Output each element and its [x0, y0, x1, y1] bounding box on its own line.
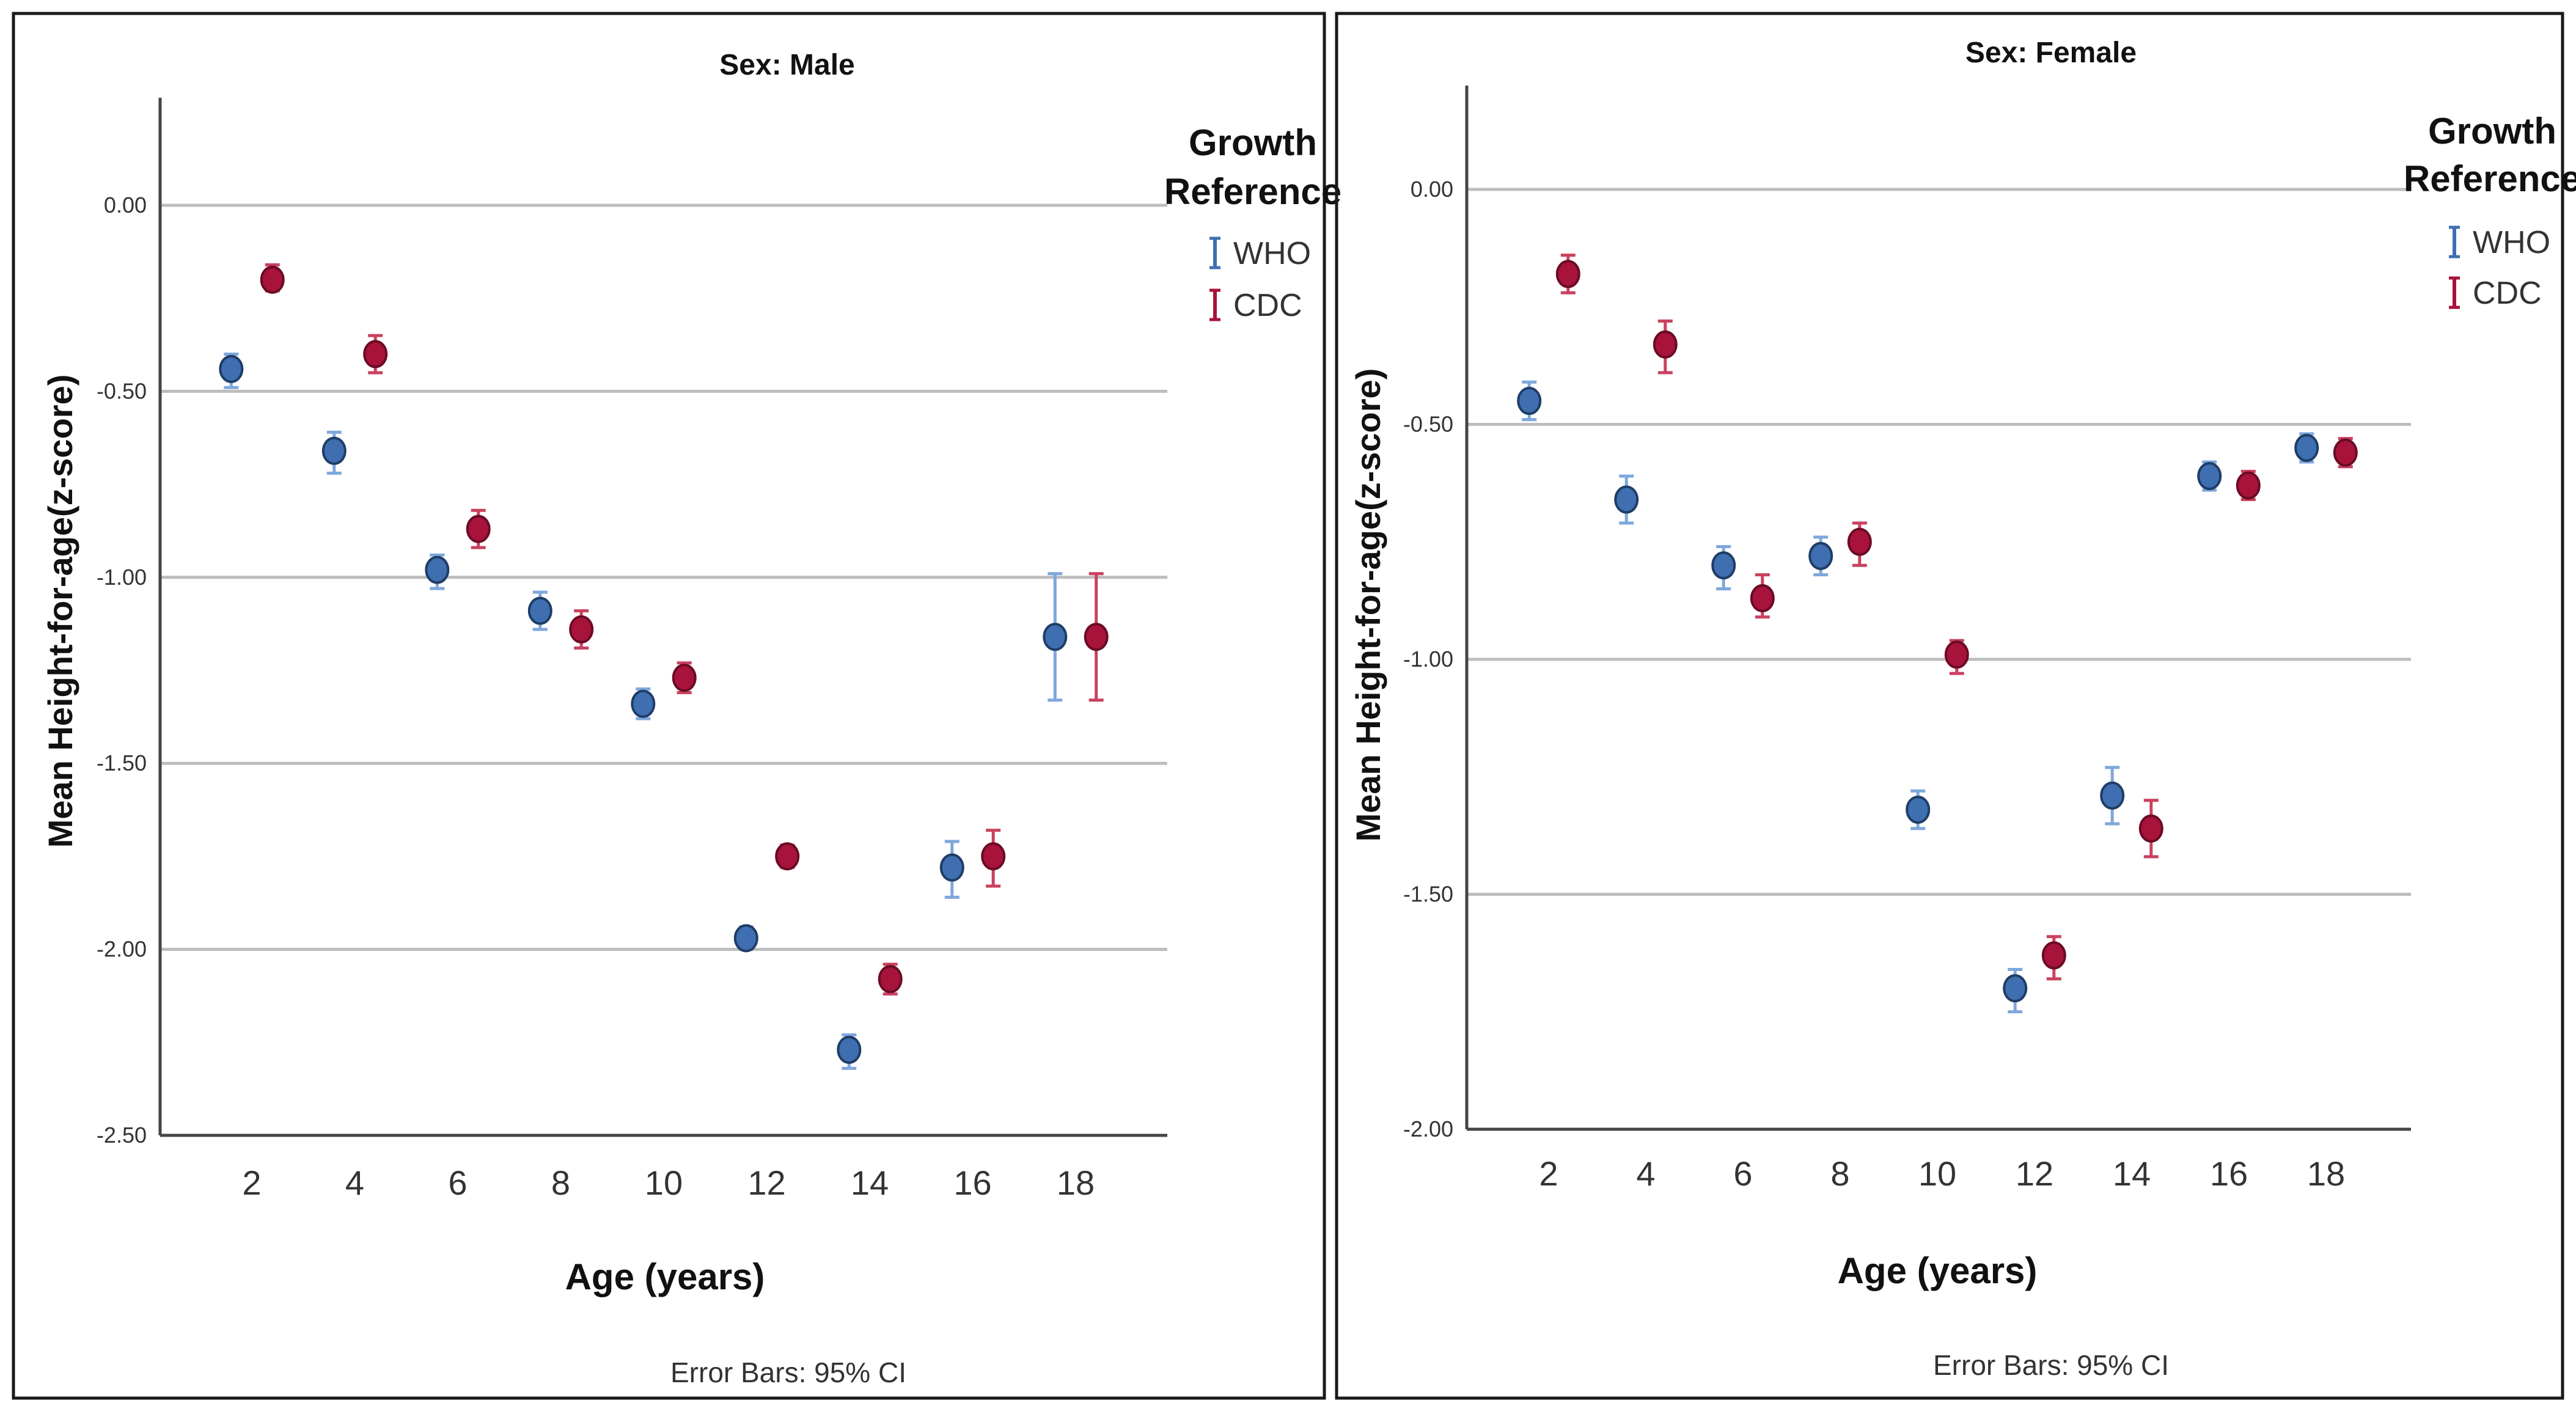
data-point — [1847, 527, 1872, 556]
data-point — [672, 664, 697, 692]
x-tick-label: 2 — [242, 1163, 261, 1202]
x-tick-label: 18 — [2307, 1154, 2345, 1193]
data-point — [2041, 941, 2066, 970]
series-cdc — [1555, 254, 2358, 981]
legend-title-line-2: Reference — [1164, 171, 1341, 212]
panel-border — [12, 12, 1326, 1400]
data-point — [466, 515, 491, 543]
series-who — [219, 353, 1068, 1070]
y-tick-label: -2.00 — [1403, 1116, 1453, 1141]
series-cdc — [260, 263, 1109, 996]
chart-panel-male: 0.00 -0.50 -1.00 -1.50 -2.00 -2.50 2 4 6 8 10 12 14 1… — [12, 12, 1341, 1400]
data-point — [321, 436, 347, 465]
data-point — [425, 555, 450, 584]
legend-title-line-2: Reference — [2404, 158, 2576, 199]
data-point — [775, 842, 800, 871]
x-tick-label: 8 — [551, 1163, 570, 1202]
panel-border — [1335, 12, 2564, 1400]
legend-label-who: WHO — [1233, 236, 1311, 271]
data-point — [2100, 782, 2125, 810]
x-axis-label: Age (years) — [565, 1256, 765, 1297]
chart-title: Sex: Male — [719, 49, 854, 81]
data-point — [2003, 974, 2028, 1003]
y-axis-label: Mean Height-for-age(z-score) — [41, 375, 79, 848]
y-tick-label: -2.00 — [97, 937, 147, 962]
data-point — [363, 340, 388, 368]
data-point — [1043, 623, 1068, 651]
x-tick-label: 2 — [1539, 1154, 1558, 1193]
y-tick-label: -2.50 — [97, 1123, 147, 1148]
data-point — [1906, 796, 1931, 824]
y-tick-label: 0.00 — [104, 192, 147, 218]
data-point — [219, 354, 244, 383]
data-point — [260, 265, 285, 294]
x-tick-label: 14 — [2113, 1154, 2151, 1193]
data-point — [631, 689, 656, 718]
data-point — [1750, 584, 1775, 613]
panels: 0.00 -0.50 -1.00 -1.50 -2.00 -2.50 2 4 6 8 10 12 14 1… — [12, 12, 2576, 1400]
data-point — [2333, 438, 2358, 467]
data-point — [837, 1035, 862, 1064]
data-point — [1084, 623, 1109, 651]
data-point — [1944, 640, 1969, 669]
x-tick-label: 16 — [953, 1163, 991, 1202]
x-tick-label: 10 — [1918, 1154, 1956, 1193]
x-tick-label: 4 — [1636, 1154, 1655, 1193]
x-tick-label: 12 — [747, 1163, 785, 1202]
data-point — [1711, 551, 1736, 580]
data-point — [1614, 485, 1639, 514]
x-tick-label: 18 — [1057, 1163, 1095, 1202]
y-tick-label: 0.00 — [1411, 177, 1453, 202]
data-point — [1517, 387, 1542, 416]
legend-label-cdc: CDC — [2473, 276, 2542, 311]
data-point — [1808, 541, 1833, 570]
x-tick-label: 6 — [1733, 1154, 1752, 1193]
legend-label-cdc: CDC — [1233, 288, 1302, 323]
chart-panel-female: 0.00 -0.50 -1.00 -1.50 -2.00 2 4 6 8 10 12 14 16 18 Se… — [1335, 12, 2576, 1400]
data-point — [569, 615, 594, 644]
data-point — [2294, 433, 2319, 462]
error-bar-note: Error Bars: 95% CI — [670, 1357, 906, 1388]
y-tick-label: -0.50 — [97, 378, 147, 403]
y-tick-label: -1.50 — [97, 750, 147, 775]
data-point — [527, 596, 552, 625]
legend-title-line-1: Growth — [1189, 122, 1317, 163]
data-point — [981, 842, 1006, 871]
data-point — [2138, 814, 2163, 843]
legend-label-who: WHO — [2473, 225, 2550, 260]
y-axis-label: Mean Height-for-age(z-score) — [1349, 368, 1387, 842]
y-tick-label: -1.00 — [97, 565, 147, 590]
x-tick-label: 12 — [2016, 1154, 2053, 1193]
x-tick-label: 16 — [2210, 1154, 2248, 1193]
data-point — [733, 924, 758, 953]
data-point — [878, 965, 903, 994]
legend-title-line-1: Growth — [2428, 111, 2556, 152]
data-point — [939, 853, 964, 882]
x-tick-label: 14 — [851, 1163, 889, 1202]
data-point — [2197, 462, 2222, 491]
y-tick-label: -1.00 — [1403, 647, 1453, 672]
x-tick-label: 10 — [645, 1163, 683, 1202]
data-point — [2236, 471, 2261, 500]
data-point — [1653, 330, 1678, 359]
chart-title: Sex: Female — [1965, 37, 2137, 69]
x-axis-label: Age (years) — [1838, 1250, 2038, 1291]
x-tick-label: 6 — [448, 1163, 467, 1202]
y-tick-label: -0.50 — [1403, 412, 1453, 437]
x-tick-label: 8 — [1830, 1154, 1849, 1193]
x-tick-label: 4 — [345, 1163, 364, 1202]
y-tick-label: -1.50 — [1403, 882, 1453, 907]
series-who — [1517, 380, 2319, 1014]
error-bar-note: Error Bars: 95% CI — [1933, 1349, 2169, 1381]
data-point — [1555, 260, 1580, 288]
